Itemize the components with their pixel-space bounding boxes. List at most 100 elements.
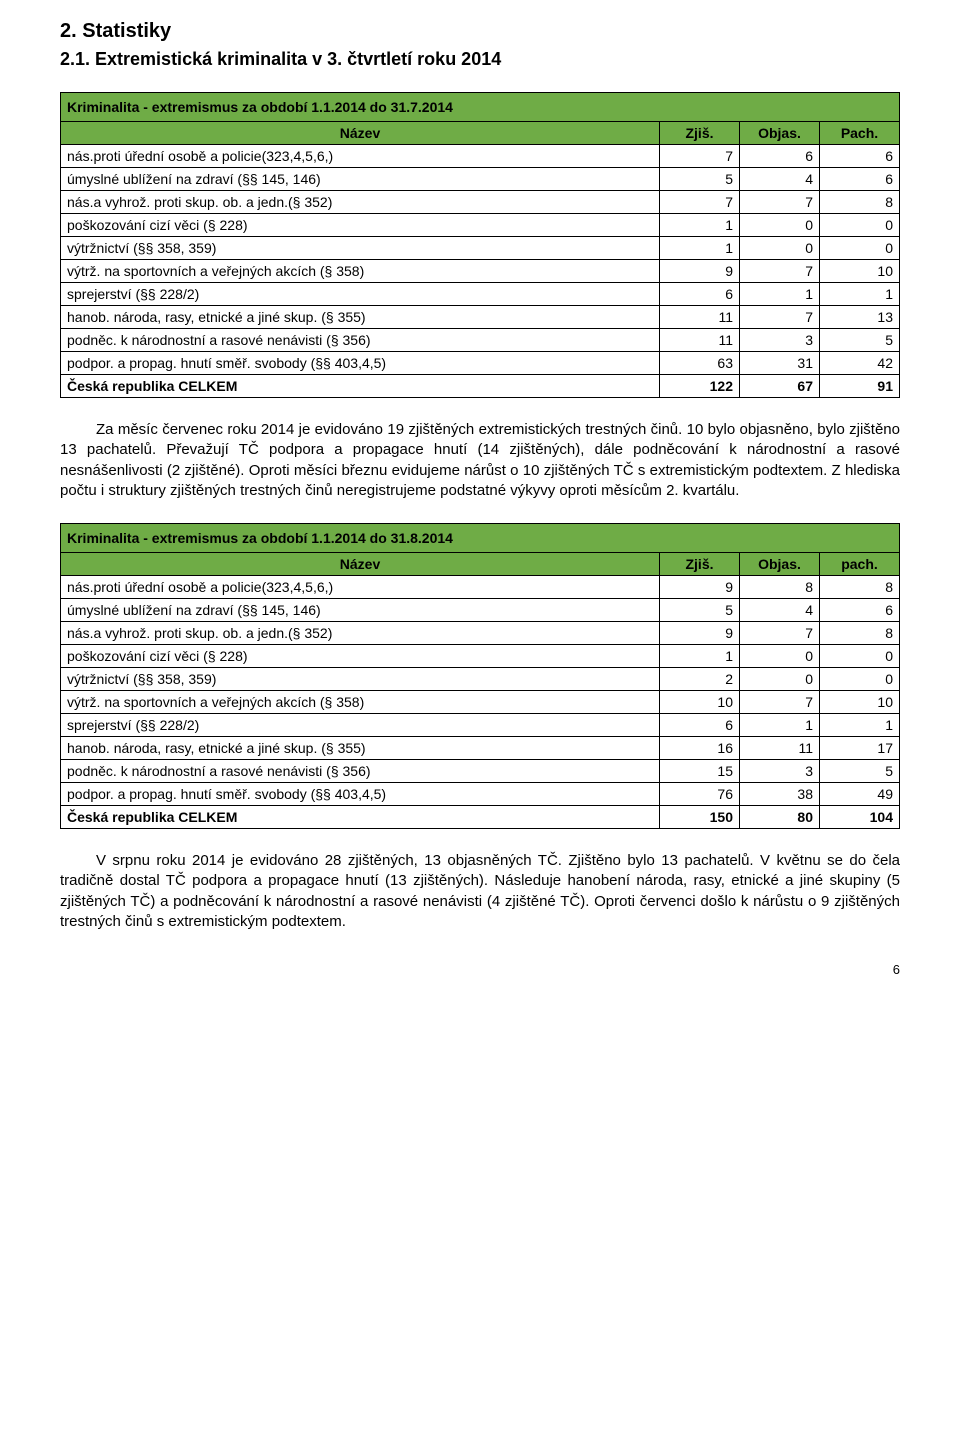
table-period-2: Kriminalita - extremismus za období 1.1.… bbox=[60, 523, 900, 829]
table1-row-value: 3 bbox=[740, 329, 820, 352]
table-period-1: Kriminalita - extremismus za období 1.1.… bbox=[60, 92, 900, 398]
table-row: nás.proti úřední osobě a policie(323,4,5… bbox=[61, 145, 900, 168]
table2-total-v0: 150 bbox=[660, 806, 740, 829]
table2-row-label: podpor. a propag. hnutí směř. svobody (§… bbox=[61, 783, 660, 806]
heading-subsection: 2.1. Extremistická kriminalita v 3. čtvr… bbox=[60, 49, 900, 70]
table2-row-value: 38 bbox=[740, 783, 820, 806]
table2-row-label: výtržnictví (§§ 358, 359) bbox=[61, 668, 660, 691]
table-row: hanob. národa, rasy, etnické a jiné skup… bbox=[61, 306, 900, 329]
table2-row-value: 16 bbox=[660, 737, 740, 760]
table2-row-value: 0 bbox=[820, 668, 900, 691]
table2-row-value: 0 bbox=[820, 645, 900, 668]
table-row: nás.proti úřední osobě a policie(323,4,5… bbox=[61, 576, 900, 599]
table1-row-value: 13 bbox=[820, 306, 900, 329]
table1-row-label: hanob. národa, rasy, etnické a jiné skup… bbox=[61, 306, 660, 329]
table-row: úmyslné ublížení na zdraví (§§ 145, 146)… bbox=[61, 599, 900, 622]
table-row: výtržnictví (§§ 358, 359)200 bbox=[61, 668, 900, 691]
table2-row-value: 0 bbox=[740, 645, 820, 668]
heading-statistics: 2. Statistiky bbox=[60, 20, 900, 43]
table2-row-value: 10 bbox=[660, 691, 740, 714]
table1-row-value: 1 bbox=[660, 214, 740, 237]
table2-row-label: úmyslné ublížení na zdraví (§§ 145, 146) bbox=[61, 599, 660, 622]
table1-row-label: poškozování cizí věci (§ 228) bbox=[61, 214, 660, 237]
table1-col-name: Název bbox=[61, 122, 660, 145]
table1-title: Kriminalita - extremismus za období 1.1.… bbox=[61, 93, 900, 122]
table2-row-value: 4 bbox=[740, 599, 820, 622]
table-row: hanob. národa, rasy, etnické a jiné skup… bbox=[61, 737, 900, 760]
table-row: podněc. k národnostní a rasové nenávisti… bbox=[61, 329, 900, 352]
table1-row-value: 9 bbox=[660, 260, 740, 283]
table1-row-label: úmyslné ublížení na zdraví (§§ 145, 146) bbox=[61, 168, 660, 191]
table1-row-value: 31 bbox=[740, 352, 820, 375]
table2-row-value: 49 bbox=[820, 783, 900, 806]
table1-col-pach: Pach. bbox=[820, 122, 900, 145]
table2-row-value: 6 bbox=[820, 599, 900, 622]
table1-row-value: 7 bbox=[740, 260, 820, 283]
table-row: poškozování cizí věci (§ 228)100 bbox=[61, 645, 900, 668]
table2-row-value: 7 bbox=[740, 622, 820, 645]
table2-row-label: nás.a vyhrož. proti skup. ob. a jedn.(§ … bbox=[61, 622, 660, 645]
paragraph-1-text: Za měsíc červenec roku 2014 je evidováno… bbox=[60, 421, 900, 499]
table1-row-value: 0 bbox=[740, 214, 820, 237]
paragraph-1: Za měsíc červenec roku 2014 je evidováno… bbox=[60, 420, 900, 501]
table2-total-v2: 104 bbox=[820, 806, 900, 829]
table2-col-zjis: Zjiš. bbox=[660, 553, 740, 576]
table2-row-label: výtrž. na sportovních a veřejných akcích… bbox=[61, 691, 660, 714]
table2-row-label: nás.proti úřední osobě a policie(323,4,5… bbox=[61, 576, 660, 599]
table1-total-v1: 67 bbox=[740, 375, 820, 398]
table-row: podpor. a propag. hnutí směř. svobody (§… bbox=[61, 783, 900, 806]
table1-row-value: 7 bbox=[660, 191, 740, 214]
table2-row-value: 76 bbox=[660, 783, 740, 806]
table1-row-value: 6 bbox=[820, 168, 900, 191]
table-row: úmyslné ublížení na zdraví (§§ 145, 146)… bbox=[61, 168, 900, 191]
table1-row-label: výtrž. na sportovních a veřejných akcích… bbox=[61, 260, 660, 283]
table1-row-value: 1 bbox=[740, 283, 820, 306]
table-row: nás.a vyhrož. proti skup. ob. a jedn.(§ … bbox=[61, 191, 900, 214]
table2-row-value: 7 bbox=[740, 691, 820, 714]
table2-row-value: 8 bbox=[740, 576, 820, 599]
table2-row-label: podněc. k národnostní a rasové nenávisti… bbox=[61, 760, 660, 783]
table-row: výtrž. na sportovních a veřejných akcích… bbox=[61, 691, 900, 714]
table2-row-value: 1 bbox=[820, 714, 900, 737]
table1-row-value: 8 bbox=[820, 191, 900, 214]
table1-total-v0: 122 bbox=[660, 375, 740, 398]
page-number: 6 bbox=[60, 962, 900, 977]
table1-col-objas: Objas. bbox=[740, 122, 820, 145]
table1-row-value: 42 bbox=[820, 352, 900, 375]
table1-row-value: 0 bbox=[820, 237, 900, 260]
table2-row-value: 8 bbox=[820, 622, 900, 645]
table1-row-value: 7 bbox=[740, 191, 820, 214]
table1-row-value: 1 bbox=[820, 283, 900, 306]
table-row: sprejerství (§§ 228/2)611 bbox=[61, 714, 900, 737]
table-row: nás.a vyhrož. proti skup. ob. a jedn.(§ … bbox=[61, 622, 900, 645]
table1-row-label: výtržnictví (§§ 358, 359) bbox=[61, 237, 660, 260]
table2-row-value: 11 bbox=[740, 737, 820, 760]
table2-row-value: 10 bbox=[820, 691, 900, 714]
table-row: poškozování cizí věci (§ 228)100 bbox=[61, 214, 900, 237]
table1-row-value: 1 bbox=[660, 237, 740, 260]
table1-row-value: 7 bbox=[660, 145, 740, 168]
table1-row-value: 5 bbox=[660, 168, 740, 191]
table2-row-value: 1 bbox=[740, 714, 820, 737]
table1-row-label: podpor. a propag. hnutí směř. svobody (§… bbox=[61, 352, 660, 375]
table2-title: Kriminalita - extremismus za období 1.1.… bbox=[61, 524, 900, 553]
table2-col-name: Název bbox=[61, 553, 660, 576]
table1-col-zjis: Zjiš. bbox=[660, 122, 740, 145]
table1-row-label: nás.a vyhrož. proti skup. ob. a jedn.(§ … bbox=[61, 191, 660, 214]
table2-row-value: 2 bbox=[660, 668, 740, 691]
table-row: sprejerství (§§ 228/2)611 bbox=[61, 283, 900, 306]
table1-row-value: 0 bbox=[820, 214, 900, 237]
table1-row-value: 10 bbox=[820, 260, 900, 283]
table-row: výtrž. na sportovních a veřejných akcích… bbox=[61, 260, 900, 283]
table1-total-v2: 91 bbox=[820, 375, 900, 398]
table2-row-value: 15 bbox=[660, 760, 740, 783]
table2-row-label: poškozování cizí věci (§ 228) bbox=[61, 645, 660, 668]
paragraph-2-text: V srpnu roku 2014 je evidováno 28 zjiště… bbox=[60, 852, 900, 930]
table2-row-label: sprejerství (§§ 228/2) bbox=[61, 714, 660, 737]
table1-row-value: 11 bbox=[660, 329, 740, 352]
table1-row-value: 6 bbox=[820, 145, 900, 168]
table1-row-label: podněc. k národnostní a rasové nenávisti… bbox=[61, 329, 660, 352]
table2-col-pach: pach. bbox=[820, 553, 900, 576]
paragraph-2: V srpnu roku 2014 je evidováno 28 zjiště… bbox=[60, 851, 900, 932]
table2-row-value: 6 bbox=[660, 714, 740, 737]
